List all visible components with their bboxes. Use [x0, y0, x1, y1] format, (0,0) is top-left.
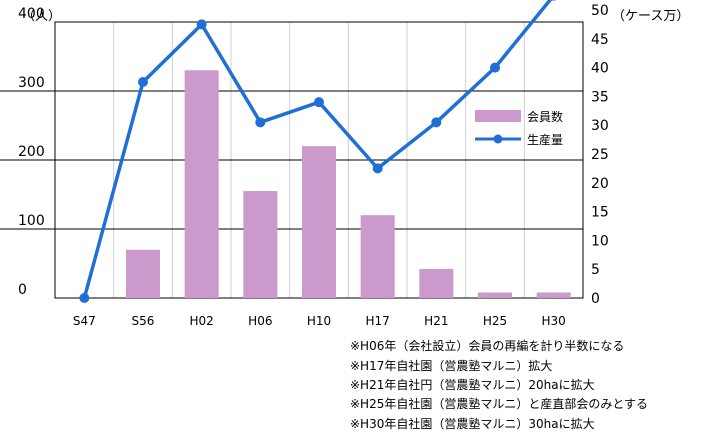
right-tick-label: 40	[591, 61, 609, 77]
note-line: ※H06年（会社設立）会員の再編を計り半数になる	[350, 338, 624, 353]
legend-label-bar: 会員数	[527, 109, 563, 124]
right-tick-label: 10	[591, 233, 609, 249]
line-point	[490, 62, 500, 73]
line-point	[372, 163, 383, 174]
left-tick-label: 200	[18, 144, 45, 160]
category-label: S56	[132, 314, 155, 328]
left-tick-label: 100	[18, 213, 45, 229]
left-tick-label: 300	[18, 75, 45, 91]
bar	[184, 70, 219, 298]
category-labels: S47 S56 H02 H06 H10 H17 H21 H25 H30	[73, 314, 566, 328]
category-label: H10	[307, 314, 331, 328]
category-label: S47	[73, 314, 96, 328]
bar	[536, 292, 571, 298]
legend-label-line: 生産量	[527, 132, 563, 147]
right-tick-label: 0	[591, 291, 600, 307]
note-line: ※H25年自社園（営農塾マルニ）と産直部会のみとする	[350, 396, 648, 411]
bar	[302, 146, 336, 298]
bar-series	[126, 70, 571, 298]
legend: 会員数 生産量	[475, 109, 563, 147]
line-series	[79, 0, 557, 303]
left-tick-label: 0	[18, 282, 27, 298]
note-line: ※H21年自社円（営農塾マルニ）20haに拡大	[350, 377, 595, 392]
right-axis-unit: （ケース万）	[612, 9, 689, 24]
right-tick-label: 25	[591, 147, 609, 163]
category-label: H06	[248, 314, 272, 328]
line-point	[551, 0, 557, 1]
right-tick-label: 20	[591, 176, 609, 192]
right-tick-label: 30	[591, 118, 609, 134]
category-label: H02	[190, 314, 214, 328]
line-point	[138, 77, 148, 87]
category-label: H25	[483, 314, 507, 328]
bar	[419, 269, 454, 298]
right-tick-label: 5	[591, 262, 600, 278]
line-point	[196, 19, 207, 30]
legend-swatch-marker	[493, 134, 503, 144]
bar	[478, 292, 512, 298]
notes: ※H06年（会社設立）会員の再編を計り半数になる ※H17年自社園（営農塾マルニ…	[350, 338, 648, 431]
category-label: H21	[424, 314, 448, 328]
line-point	[79, 293, 90, 303]
line-point	[314, 97, 324, 108]
right-tick-label: 50	[591, 3, 609, 19]
right-tick-label: 35	[591, 89, 609, 105]
line-point	[255, 117, 266, 128]
right-tick-label: 15	[591, 205, 609, 221]
right-axis-ticks: 0 5 10 15 20 25 30 35 40 45 50	[591, 3, 609, 307]
left-axis-unit: （人）	[22, 9, 61, 24]
line-point	[431, 117, 442, 128]
bar	[126, 249, 160, 298]
bar	[360, 215, 395, 298]
gridlines	[0, 22, 583, 298]
left-axis-ticks: 0 100 200 300 400	[18, 6, 45, 298]
legend-swatch-bar	[475, 110, 521, 122]
note-line: ※H17年自社園（営農塾マルニ）拡大	[350, 358, 552, 373]
right-tick-label: 45	[591, 32, 609, 48]
category-label: H30	[542, 314, 566, 328]
bar	[243, 191, 278, 298]
note-line: ※H30年自社園（営農塾マルニ）30haに拡大	[350, 416, 595, 431]
category-label: H17	[366, 314, 390, 328]
left-tick-label: 400	[18, 6, 45, 22]
